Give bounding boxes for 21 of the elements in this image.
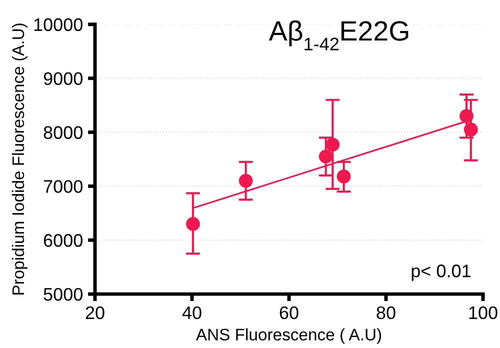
x-tick-label: 100 [469,306,498,320]
point [336,170,351,184]
y-tick-label: 10000 [34,18,82,32]
point [460,109,474,124]
point [464,122,478,136]
point [238,174,253,188]
annotation: p< 0.01 [412,264,470,281]
x-tick-label: 40 [182,306,202,320]
x-axis-title: ANS Fluorescence ( A.U) [196,328,382,344]
y-tick-label: 8000 [44,126,82,139]
x-tick-label: 20 [86,306,104,320]
x-tick-label: 60 [280,306,298,320]
y-axis-title: Propidium Iodide Fluorescence (A.U) [12,24,28,294]
y-tick-label: 7000 [44,180,82,193]
point [326,138,340,152]
point [186,216,200,231]
y-tick-label: 5000 [44,288,82,301]
y-tick-label: 9000 [44,72,82,86]
x-tick-label: 80 [376,306,396,320]
y-tick-label: 6000 [44,234,82,247]
point [318,150,333,164]
